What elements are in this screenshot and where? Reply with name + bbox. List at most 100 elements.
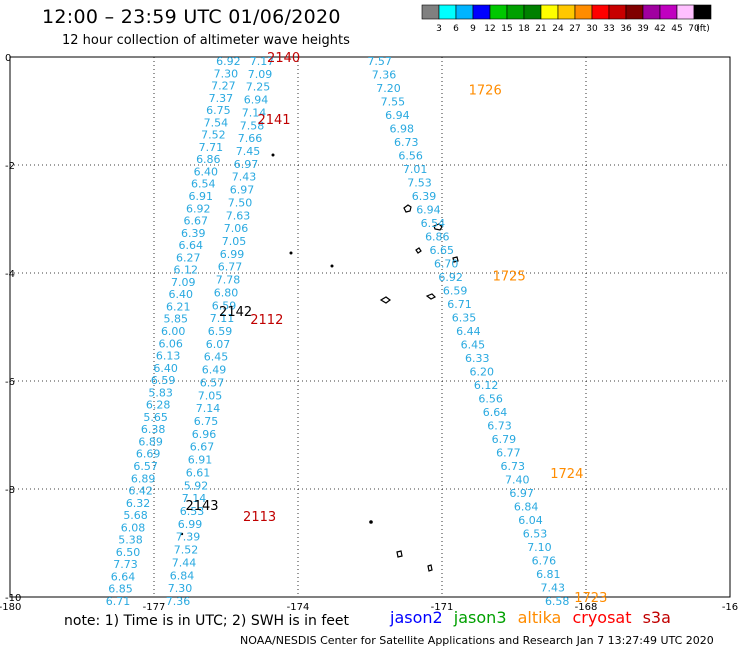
colorbar-swatch xyxy=(642,4,661,20)
wave-height-value: 6.92 xyxy=(186,202,211,215)
colorbar-swatch xyxy=(608,4,627,20)
wave-height-value: 7.05 xyxy=(222,235,247,248)
wave-height-value: 6.75 xyxy=(194,415,219,428)
wave-height-value: 6.59 xyxy=(443,285,468,298)
wave-height-value: 6.56 xyxy=(478,393,503,406)
pass-time-label: 2143 xyxy=(185,499,218,514)
wave-height-value: 6.53 xyxy=(180,505,205,518)
lat-tick-label: -8 xyxy=(5,485,15,496)
pass-time-label: 1723 xyxy=(574,591,607,606)
pass-time-label: 1725 xyxy=(493,270,526,285)
sat-cryosat: cryosat xyxy=(572,608,632,627)
sat-altika: altika xyxy=(517,608,562,627)
wave-height-value: 7.20 xyxy=(376,82,401,95)
wave-height-value: 6.77 xyxy=(218,261,243,274)
wave-height-value: 7.52 xyxy=(174,544,199,557)
wave-height-value: 7.17 xyxy=(250,55,275,68)
wave-height-value: 6.70 xyxy=(434,258,459,271)
wave-height-value: 7.06 xyxy=(224,222,249,235)
wave-height-value: 6.97 xyxy=(509,487,534,500)
wave-height-value: 6.92 xyxy=(438,271,463,284)
wave-height-value: 6.32 xyxy=(126,497,151,510)
wave-height-value: 6.08 xyxy=(121,521,146,534)
colorbar-label: 12 xyxy=(484,24,495,34)
wave-height-value: 7.40 xyxy=(505,474,530,487)
island-shape xyxy=(452,256,459,263)
wave-height-value: 6.99 xyxy=(178,518,203,531)
wave-height-value: 6.59 xyxy=(212,299,237,312)
wave-height-value: 6.85 xyxy=(108,583,133,596)
colorbar-label: (ft) xyxy=(696,24,710,34)
wave-height-value: 6.39 xyxy=(412,190,437,203)
wave-height-value: 6.38 xyxy=(141,423,166,436)
colorbar-swatch xyxy=(557,4,576,20)
colorbar-swatch xyxy=(676,4,695,20)
sat-s3a: s3a xyxy=(642,608,671,627)
colorbar-swatch xyxy=(523,4,542,20)
wave-height-value: 6.65 xyxy=(430,244,455,257)
note-text: note: 1) Time is in UTC; 2) SWH is in fe… xyxy=(64,613,350,629)
wave-height-value: 6.96 xyxy=(192,428,217,441)
wave-height-value: 6.98 xyxy=(390,123,415,136)
colorbar-label: 15 xyxy=(501,24,512,34)
colorbar-label: 9 xyxy=(470,24,476,34)
wave-height-value: 6.28 xyxy=(146,399,171,412)
satellite-legend: jason2 jason3 altika cryosat s3a xyxy=(390,608,677,627)
wave-height-value: 5.68 xyxy=(123,509,148,522)
island-dot xyxy=(180,532,184,536)
wave-height-value: 6.71 xyxy=(447,298,472,311)
wave-height-value: 6.71 xyxy=(106,595,131,608)
wave-height-value: 7.71 xyxy=(199,141,224,154)
wave-height-value: 6.97 xyxy=(230,184,255,197)
wave-height-value: 6.12 xyxy=(173,264,198,277)
island-shape xyxy=(433,223,443,231)
wave-height-value: 6.58 xyxy=(545,595,570,608)
wave-height-value: 5.85 xyxy=(163,313,188,326)
colorbar-swatch xyxy=(625,4,644,20)
island-shape xyxy=(427,564,433,572)
wave-height-value: 6.06 xyxy=(158,337,183,350)
wave-height-value: 6.64 xyxy=(483,406,508,419)
colorbar-swatch xyxy=(489,4,508,20)
wave-height-value: 6.20 xyxy=(469,366,494,379)
wave-height-value: 6.00 xyxy=(161,325,186,338)
wave-height-value: 5.92 xyxy=(184,479,209,492)
colorbar-label: 3 xyxy=(436,24,442,34)
wave-height-value: 6.45 xyxy=(461,339,486,352)
island-shape xyxy=(403,204,412,213)
wave-height-value: 6.73 xyxy=(487,420,512,433)
colorbar-swatch xyxy=(506,4,525,20)
wave-height-value: 5.83 xyxy=(148,386,173,399)
wave-height-value: 7.36 xyxy=(372,69,397,82)
wave-height-value: 7.66 xyxy=(238,132,263,145)
wave-height-value: 6.53 xyxy=(523,528,548,541)
pass-time-label: 2142 xyxy=(219,305,252,320)
colorbar-swatch xyxy=(472,4,491,20)
wave-height-value: 6.45 xyxy=(204,351,229,364)
island-dot xyxy=(330,264,334,268)
wave-height-value: 6.86 xyxy=(425,231,450,244)
wave-height-value: 6.76 xyxy=(532,555,557,568)
colorbar-swatch xyxy=(455,4,474,20)
wave-height-value: 6.40 xyxy=(194,165,219,178)
wave-height-value: 7.11 xyxy=(210,312,235,325)
wave-height-value: 6.73 xyxy=(394,136,419,149)
wave-height-value: 6.54 xyxy=(421,217,446,230)
credit-line: NOAA/NESDIS Center for Satellite Applica… xyxy=(240,634,714,647)
island-shape xyxy=(379,296,391,304)
island-shape xyxy=(396,550,403,558)
wave-height-value: 6.94 xyxy=(244,94,269,107)
wave-height-value: 7.53 xyxy=(407,177,432,190)
wave-height-value: 7.14 xyxy=(196,402,221,415)
lat-tick-label: -6 xyxy=(5,377,15,388)
wave-height-value: 6.07 xyxy=(206,338,231,351)
wave-height-value: 7.25 xyxy=(246,81,271,94)
wave-height-value: 6.44 xyxy=(456,325,481,338)
wave-height-value: 7.39 xyxy=(176,531,201,544)
wave-height-value: 7.44 xyxy=(172,556,197,569)
wave-height-value: 6.40 xyxy=(153,362,178,375)
wave-height-value: 6.12 xyxy=(474,379,499,392)
wave-height-value: 7.10 xyxy=(527,541,552,554)
colorbar-label: 45 xyxy=(671,24,682,34)
